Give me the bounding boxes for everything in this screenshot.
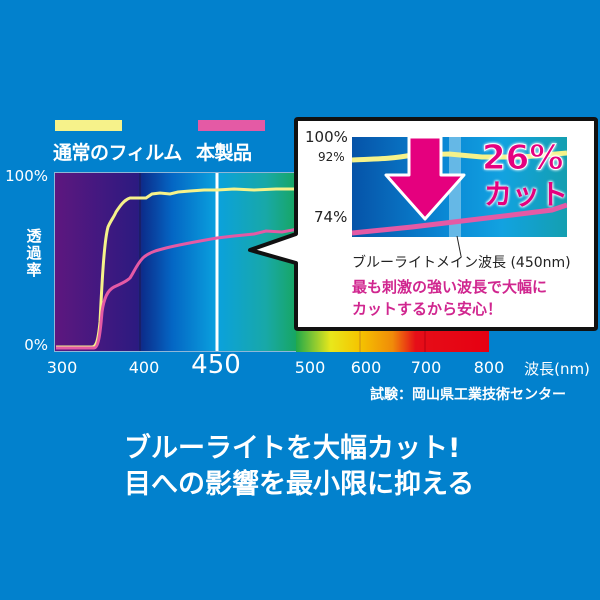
- cut-badge-label: カット: [484, 178, 569, 211]
- callout-message-line2: カットするから安心！: [352, 300, 503, 318]
- source-note: 試験：岡山県工業技術センター: [370, 387, 566, 403]
- headline-line1: ブルーライトを大幅カット!: [124, 433, 461, 464]
- x-tick-700: 700: [410, 358, 442, 377]
- callout-normal-film-line: [352, 150, 567, 163]
- callout-zoom-chart: [352, 137, 567, 237]
- cut-badge-percent: 26%: [481, 138, 564, 179]
- callout-y-tick-100: 100%: [305, 128, 348, 146]
- legend-swatch-normal-film: [55, 120, 122, 131]
- headline-line2: 目への影響を最小限に抑える: [124, 469, 475, 500]
- legend-label-normal-film: 通常のフィルム: [53, 142, 182, 164]
- down-arrow-icon: [384, 137, 466, 221]
- legend-swatch-product: [198, 120, 265, 131]
- y-axis-label: 透過率: [26, 227, 42, 279]
- x-axis-label: 波長(nm): [524, 360, 590, 378]
- marker-leader-line: [456, 236, 462, 257]
- main-wavelength-label: ブルーライトメイン波長 (450nm): [352, 255, 571, 271]
- x-tick-400: 400: [128, 358, 160, 377]
- x-tick-600: 600: [350, 358, 382, 377]
- y-tick-0: 0%: [24, 336, 48, 354]
- y-tick-100: 100%: [5, 167, 48, 185]
- product-line: [56, 227, 299, 350]
- x-tick-500: 500: [294, 358, 326, 377]
- x-tick-800: 800: [473, 358, 505, 377]
- transmittance-chart: [54, 172, 300, 352]
- x-tick-300: 300: [46, 358, 78, 377]
- callout-message-line1: 最も刺激の強い波長で大幅に: [352, 278, 548, 296]
- callout-y-tick-74: 74%: [314, 208, 348, 226]
- callout-y-tick-92: 92%: [318, 150, 345, 164]
- x-tick-450: 450: [191, 350, 241, 380]
- visible-spectrum-band: [296, 328, 489, 352]
- legend-label-product: 本製品: [196, 142, 252, 164]
- callout-product-line: [352, 202, 567, 236]
